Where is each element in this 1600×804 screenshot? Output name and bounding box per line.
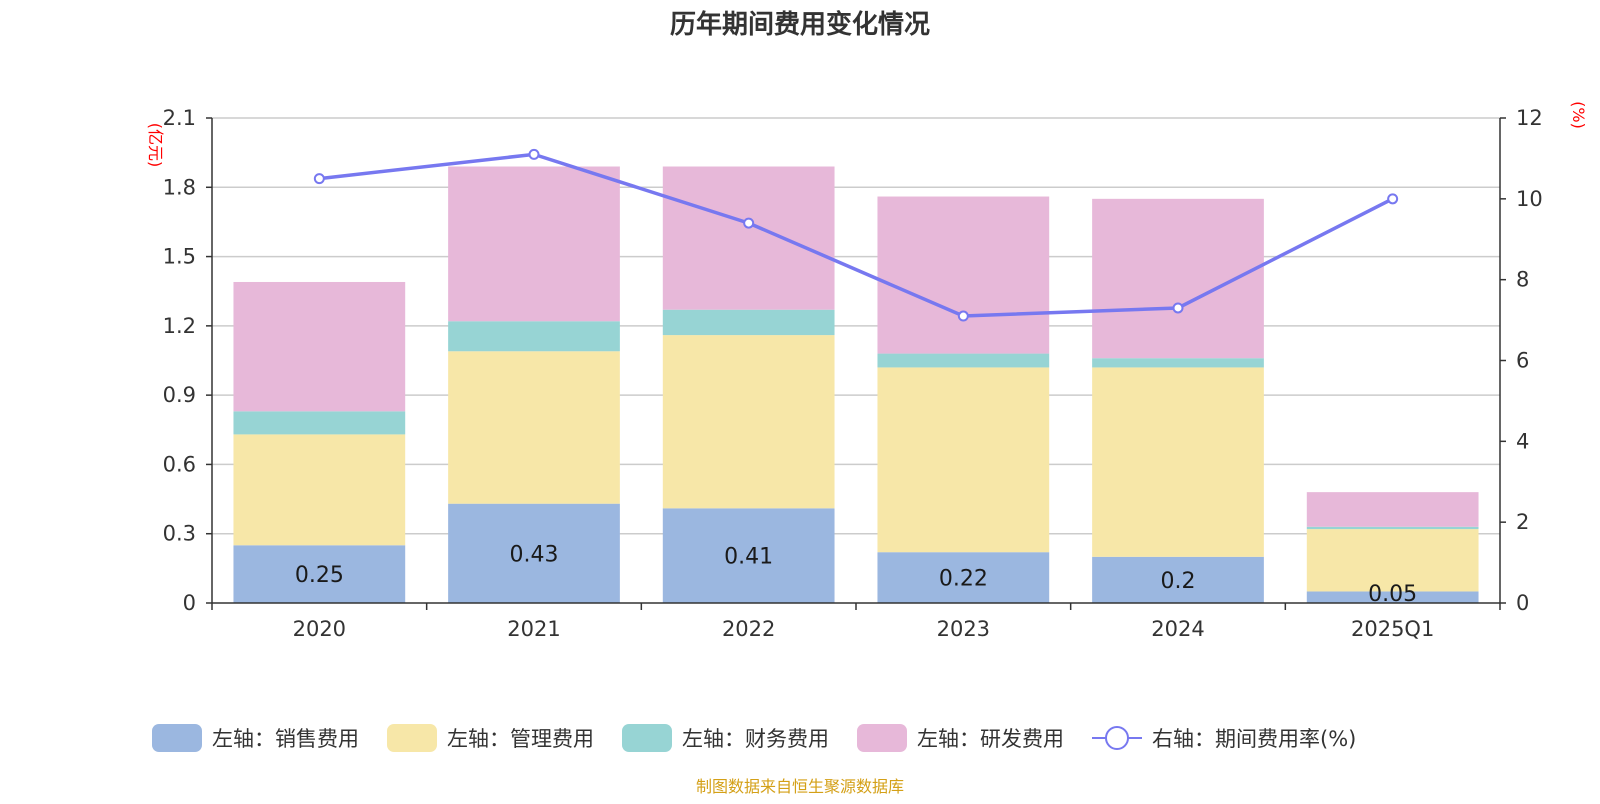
bar-segment bbox=[662, 166, 835, 310]
bar-labels-layer: 0.25 0.43 0.41 0.22 0.2 0.05 bbox=[295, 542, 1417, 607]
bar-segment bbox=[877, 552, 1050, 603]
bar-segment bbox=[233, 545, 406, 603]
legend-label: 左轴：财务费用 bbox=[682, 727, 829, 751]
legend-swatch bbox=[857, 724, 907, 752]
right-tick-label: 12 bbox=[1516, 106, 1543, 130]
axes-layer: 0 0.3 0.6 0.9 1.2 1.5 1.8 2.1 0 2 4 6 8 10 12 2020 2021 2… bbox=[163, 106, 1543, 641]
bar-segment bbox=[1092, 358, 1264, 368]
x-tick-label: 2025Q1 bbox=[1351, 617, 1434, 641]
right-tick-label: 4 bbox=[1516, 429, 1529, 453]
legend-item[interactable]: 右轴：期间费用率(%) bbox=[1092, 726, 1356, 751]
left-tick-label: 0.9 bbox=[163, 383, 196, 407]
left-tick-label: 0.3 bbox=[163, 522, 196, 546]
bar-data-label: 0.05 bbox=[1368, 582, 1417, 607]
legend[interactable]: 左轴：销售费用 左轴：管理费用 左轴：财务费用 左轴：研发费用 右轴：期间费用率(%) bbox=[152, 724, 1356, 752]
left-tick-label: 0.6 bbox=[163, 452, 196, 476]
rate-point bbox=[743, 217, 755, 229]
legend-label: 左轴：管理费用 bbox=[447, 727, 594, 751]
rate-point bbox=[528, 148, 540, 160]
x-tick-label: 2024 bbox=[1151, 617, 1204, 641]
bar-segment bbox=[1306, 526, 1479, 530]
bar-segment bbox=[877, 353, 1050, 368]
legend-swatch bbox=[152, 724, 202, 752]
x-tick-label: 2020 bbox=[293, 617, 346, 641]
bar-segment bbox=[233, 434, 406, 546]
legend-label: 左轴：销售费用 bbox=[212, 727, 359, 751]
rate-line bbox=[319, 152, 1394, 318]
source-note: 制图数据来自恒生聚源数据库 bbox=[696, 777, 904, 796]
legend-marker-icon bbox=[1105, 726, 1129, 750]
bar-data-label: 0.22 bbox=[939, 567, 988, 592]
legend-item[interactable]: 左轴：财务费用 bbox=[622, 724, 829, 752]
x-tick-label: 2021 bbox=[507, 617, 560, 641]
bar-segment bbox=[233, 411, 406, 435]
right-tick-label: 6 bbox=[1516, 349, 1529, 373]
rate-point bbox=[313, 173, 325, 185]
left-tick-label: 1.2 bbox=[163, 314, 196, 338]
bar-segment bbox=[662, 508, 835, 603]
x-tick-label: 2023 bbox=[937, 617, 990, 641]
left-tick-label: 2.1 bbox=[163, 106, 196, 130]
bar-data-label: 0.2 bbox=[1161, 569, 1196, 594]
bar-data-label: 0.41 bbox=[724, 545, 773, 570]
bar-segment bbox=[448, 321, 620, 352]
right-tick-label: 0 bbox=[1516, 591, 1529, 615]
right-axis-unit: (%) bbox=[1569, 101, 1588, 129]
bar-segment bbox=[1306, 529, 1479, 592]
right-tick-label: 8 bbox=[1516, 268, 1529, 292]
x-tick-label: 2022 bbox=[722, 617, 775, 641]
bar-segment bbox=[1092, 556, 1264, 603]
bar-segment bbox=[1306, 591, 1479, 603]
left-tick-label: 0 bbox=[183, 591, 196, 615]
bar-data-label: 0.25 bbox=[295, 563, 344, 588]
rate-point bbox=[957, 310, 969, 322]
line-layer bbox=[313, 148, 1399, 322]
bar-segment bbox=[1306, 492, 1479, 527]
chart-title: 历年期间费用变化情况 bbox=[670, 9, 930, 40]
bar-segment bbox=[233, 281, 406, 412]
left-tick-label: 1.8 bbox=[163, 175, 196, 199]
bar-segment bbox=[1092, 367, 1264, 557]
bar-segment bbox=[448, 503, 620, 603]
legend-swatch bbox=[622, 724, 672, 752]
bar-segment bbox=[877, 367, 1050, 553]
bar-data-label: 0.43 bbox=[510, 542, 559, 567]
legend-swatch bbox=[387, 724, 437, 752]
legend-item[interactable]: 左轴：销售费用 bbox=[152, 724, 359, 752]
right-tick-label: 2 bbox=[1516, 510, 1529, 534]
legend-label: 左轴：研发费用 bbox=[917, 727, 1064, 751]
legend-label: 右轴：期间费用率(%) bbox=[1152, 727, 1356, 751]
legend-item[interactable]: 左轴：管理费用 bbox=[387, 724, 594, 752]
rate-point bbox=[1172, 302, 1184, 314]
rate-point bbox=[1387, 193, 1399, 205]
left-tick-label: 1.5 bbox=[163, 245, 196, 269]
bar-segment bbox=[662, 335, 835, 509]
bars-layer bbox=[233, 166, 1479, 603]
bar-segment bbox=[448, 166, 620, 322]
bar-segment bbox=[448, 351, 620, 504]
bar-segment bbox=[662, 309, 835, 336]
legend-item[interactable]: 左轴：研发费用 bbox=[857, 724, 1064, 752]
right-tick-label: 10 bbox=[1516, 187, 1543, 211]
left-axis-unit: (亿元) bbox=[146, 123, 165, 168]
grid-layer bbox=[212, 117, 1500, 535]
bar-segment bbox=[877, 196, 1050, 354]
